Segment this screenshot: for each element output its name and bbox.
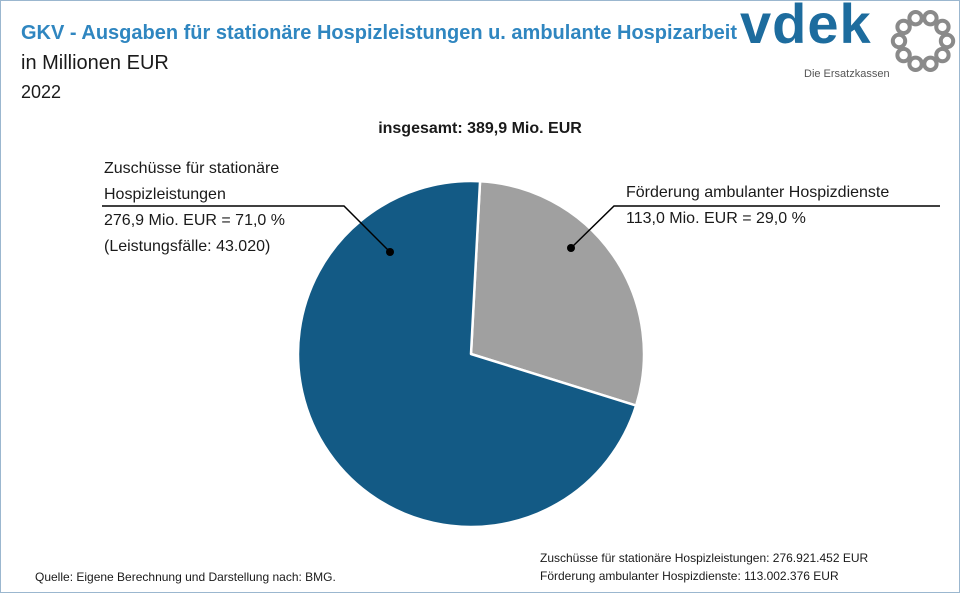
logo-ring-dot <box>934 46 951 64</box>
leader-line-stationaer <box>102 205 391 253</box>
vdek-logo: vdek Die Ersatzkassen <box>738 0 960 86</box>
logo-tagline: Die Ersatzkassen <box>804 68 890 80</box>
pie-slice-stationaer <box>296 179 638 529</box>
label-stationaer-value: 276,9 Mio. EUR = 71,0 % <box>104 212 285 229</box>
logo-ring-dot <box>895 46 912 64</box>
chart-subtitle: in Millionen EUR <box>21 52 169 74</box>
logo-wordmark: vdek <box>740 0 872 55</box>
pie-slice-ambulant <box>469 179 646 407</box>
logo-ring-dot <box>907 55 924 73</box>
logo-ring-dot <box>895 18 912 36</box>
label-stationaer: Zuschüsse für stationäre Hospizleistunge… <box>104 156 285 260</box>
logo-ring-icon <box>890 9 956 73</box>
logo-ring-dot <box>922 9 939 27</box>
logo-ring-dot <box>938 32 956 50</box>
leader-line-ambulant <box>570 205 940 249</box>
logo-ring-dot <box>890 32 908 50</box>
detail-notes: Zuschüsse für stationäre Hospizleistunge… <box>540 549 868 585</box>
label-ambulant-value: 113,0 Mio. EUR = 29,0 % <box>626 210 806 227</box>
total-label: insgesamt: 389,9 Mio. EUR <box>378 120 582 137</box>
logo-ring-dot <box>922 55 939 73</box>
chart-title: GKV - Ausgaben für stationäre Hospizleis… <box>21 22 738 44</box>
leader-dot-ambulant <box>567 244 575 252</box>
detail-stationaer: Zuschüsse für stationäre Hospizleistunge… <box>540 551 869 565</box>
label-ambulant: Förderung ambulanter Hospizdienste 113,0… <box>626 180 889 232</box>
chart-year: 2022 <box>21 82 62 102</box>
label-stationaer-cases: (Leistungsfälle: 43.020) <box>104 238 271 255</box>
logo-ring-dot <box>907 9 924 27</box>
leader-dot-stationaer <box>386 248 394 256</box>
source-note: Quelle: Eigene Berechnung und Darstellun… <box>35 570 336 584</box>
label-stationaer-line2: Hospizleistungen <box>104 186 226 203</box>
label-stationaer-line1: Zuschüsse für stationäre <box>104 160 280 177</box>
logo-ring-dot <box>934 18 951 36</box>
label-ambulant-line1: Förderung ambulanter Hospizdienste <box>626 184 890 201</box>
detail-ambulant: Förderung ambulanter Hospizdienste: 113.… <box>540 569 839 583</box>
